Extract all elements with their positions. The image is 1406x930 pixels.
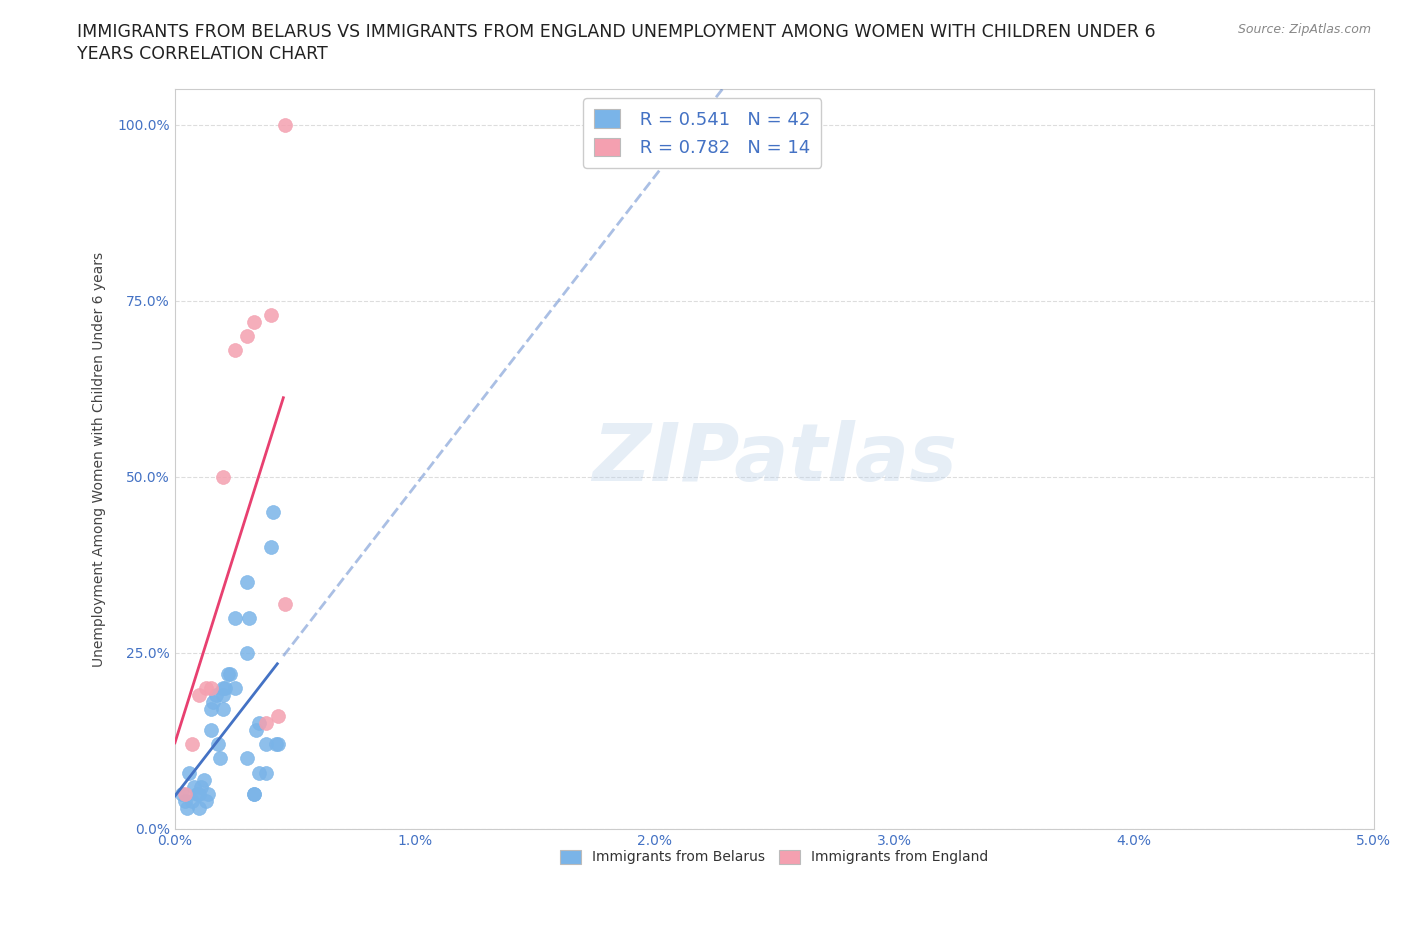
Point — [254, 765, 277, 780]
Point — [197, 786, 219, 801]
Point — [179, 765, 201, 780]
Point — [260, 539, 283, 554]
Point — [214, 681, 236, 696]
Point — [254, 737, 277, 751]
Point — [267, 709, 290, 724]
Point — [173, 793, 195, 808]
Point — [245, 723, 267, 737]
Y-axis label: Unemployment Among Women with Children Under 6 years: Unemployment Among Women with Children U… — [93, 252, 107, 667]
Point — [274, 117, 297, 132]
Point — [224, 610, 246, 625]
Point — [209, 751, 232, 766]
Point — [236, 645, 259, 660]
Point — [243, 314, 266, 329]
Point — [264, 737, 287, 751]
Point — [200, 702, 222, 717]
Point — [176, 801, 198, 816]
Point — [212, 702, 235, 717]
Point — [183, 779, 205, 794]
Point — [172, 786, 194, 801]
Point — [217, 667, 239, 682]
Text: IMMIGRANTS FROM BELARUS VS IMMIGRANTS FROM ENGLAND UNEMPLOYMENT AMONG WOMEN WITH: IMMIGRANTS FROM BELARUS VS IMMIGRANTS FR… — [77, 23, 1156, 41]
Point — [224, 342, 246, 357]
Point — [243, 786, 266, 801]
Text: ZIPatlas: ZIPatlas — [592, 420, 956, 498]
Point — [187, 786, 209, 801]
Point — [200, 681, 222, 696]
Point — [186, 786, 208, 801]
Point — [190, 779, 212, 794]
Point — [236, 575, 259, 590]
Point — [236, 328, 259, 343]
Point — [204, 687, 226, 702]
Text: Source: ZipAtlas.com: Source: ZipAtlas.com — [1237, 23, 1371, 36]
Point — [207, 737, 229, 751]
Point — [247, 716, 270, 731]
Legend: Immigrants from Belarus, Immigrants from England: Immigrants from Belarus, Immigrants from… — [554, 844, 994, 870]
Point — [173, 786, 195, 801]
Point — [187, 801, 209, 816]
Point — [274, 596, 297, 611]
Point — [219, 667, 242, 682]
Point — [212, 681, 235, 696]
Point — [238, 610, 260, 625]
Point — [180, 737, 202, 751]
Point — [187, 687, 209, 702]
Point — [200, 723, 222, 737]
Text: YEARS CORRELATION CHART: YEARS CORRELATION CHART — [77, 45, 328, 62]
Point — [195, 681, 218, 696]
Point — [212, 687, 235, 702]
Point — [260, 307, 283, 322]
Point — [267, 737, 290, 751]
Point — [243, 786, 266, 801]
Point — [236, 751, 259, 766]
Point — [180, 793, 202, 808]
Point — [247, 765, 270, 780]
Point — [202, 695, 225, 710]
Point — [193, 772, 215, 787]
Point — [254, 716, 277, 731]
Point — [262, 505, 284, 520]
Point — [224, 681, 246, 696]
Point — [212, 470, 235, 485]
Point — [195, 793, 218, 808]
